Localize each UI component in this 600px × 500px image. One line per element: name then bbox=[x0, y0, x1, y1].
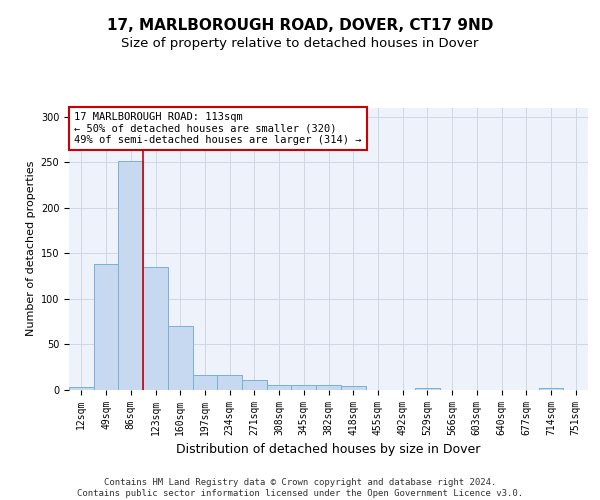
Bar bbox=[267, 386, 292, 390]
Bar bbox=[69, 388, 94, 390]
Bar bbox=[316, 386, 341, 390]
Text: 17, MARLBOROUGH ROAD, DOVER, CT17 9ND: 17, MARLBOROUGH ROAD, DOVER, CT17 9ND bbox=[107, 18, 493, 32]
Text: Size of property relative to detached houses in Dover: Size of property relative to detached ho… bbox=[121, 38, 479, 51]
Text: 17 MARLBOROUGH ROAD: 113sqm
← 50% of detached houses are smaller (320)
49% of se: 17 MARLBOROUGH ROAD: 113sqm ← 50% of det… bbox=[74, 112, 362, 145]
Bar bbox=[292, 384, 316, 390]
Bar bbox=[143, 267, 168, 390]
Bar bbox=[118, 162, 143, 390]
Bar bbox=[193, 374, 217, 390]
Y-axis label: Number of detached properties: Number of detached properties bbox=[26, 161, 37, 336]
Bar bbox=[168, 326, 193, 390]
Bar bbox=[94, 264, 118, 390]
Bar bbox=[415, 388, 440, 390]
Bar bbox=[341, 386, 365, 390]
Bar bbox=[242, 380, 267, 390]
Text: Contains HM Land Registry data © Crown copyright and database right 2024.
Contai: Contains HM Land Registry data © Crown c… bbox=[77, 478, 523, 498]
Bar bbox=[217, 374, 242, 390]
X-axis label: Distribution of detached houses by size in Dover: Distribution of detached houses by size … bbox=[176, 444, 481, 456]
Bar bbox=[539, 388, 563, 390]
